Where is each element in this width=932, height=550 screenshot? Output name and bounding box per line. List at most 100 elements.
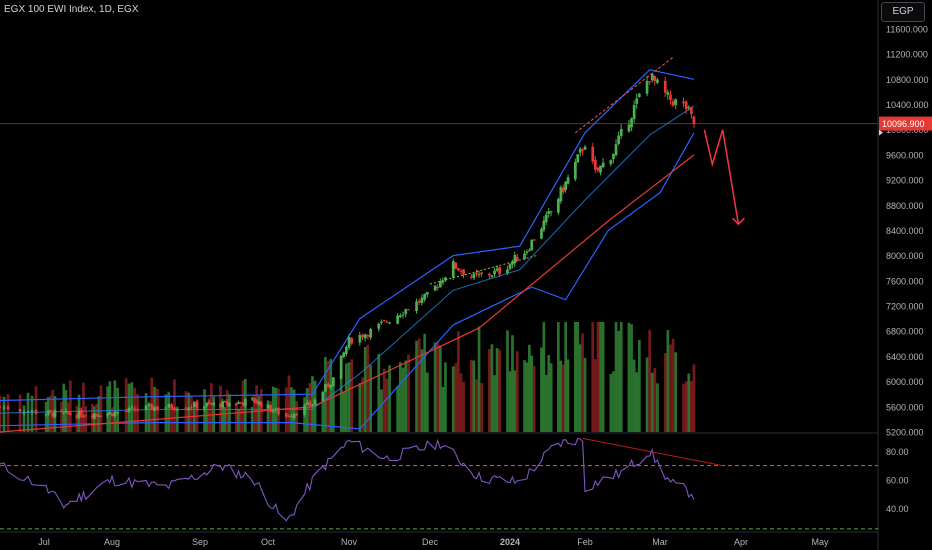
candle-body: [457, 268, 460, 271]
candle-body: [417, 300, 421, 303]
candle-body: [266, 404, 270, 409]
candle-body: [311, 404, 314, 406]
volume-bar: [75, 406, 79, 432]
candle-body: [564, 181, 567, 190]
candle-body: [656, 79, 659, 83]
candle-body: [439, 281, 442, 288]
candle-body: [313, 399, 317, 405]
price-tick-label: 9200.000: [886, 176, 924, 186]
time-tick-label: Feb: [577, 537, 593, 547]
candle-body: [663, 80, 667, 93]
candle-body: [82, 416, 85, 418]
volume-bar: [250, 407, 254, 432]
volume-bar: [601, 322, 605, 432]
volume-bar: [493, 375, 496, 432]
volume-bar: [69, 380, 72, 432]
volume-bar: [441, 387, 445, 432]
price-tick-label: 8800.000: [886, 201, 924, 211]
candle-body: [490, 275, 494, 277]
candle-body: [207, 401, 211, 404]
candle-body: [106, 413, 109, 416]
volume-bar: [488, 349, 491, 432]
last-price-label: 10096.900: [882, 119, 925, 129]
candle-body: [581, 150, 584, 152]
price-tick-label: 6000.000: [886, 377, 924, 387]
candle-body: [401, 314, 405, 316]
candle-body: [97, 415, 101, 417]
candle-body: [508, 264, 512, 269]
volume-bar: [540, 347, 543, 432]
volume-bar: [361, 377, 364, 432]
volume-bar: [324, 357, 327, 432]
time-tick-label: Apr: [734, 537, 748, 547]
candle-body: [295, 414, 299, 415]
volume-bar: [257, 396, 261, 432]
volume-bar: [385, 378, 389, 432]
volume-bar: [51, 389, 55, 432]
candle-body: [687, 107, 691, 109]
time-tick-label: May: [811, 537, 829, 547]
volume-bar: [454, 363, 458, 432]
candle-body: [493, 270, 496, 275]
ema-line: [0, 154, 695, 433]
candle-body: [269, 405, 272, 412]
candle-body: [599, 165, 602, 173]
volume-bar: [682, 383, 685, 432]
candle-body: [79, 410, 83, 417]
volume-bar: [113, 380, 117, 432]
candle-body: [441, 281, 445, 283]
volume-bar: [574, 322, 577, 432]
time-tick-label: 2024: [500, 537, 520, 547]
volume-bar: [508, 371, 512, 432]
candle-body: [674, 99, 677, 105]
candle-body: [358, 335, 362, 343]
volume-bar: [22, 405, 26, 432]
volume-bar: [382, 368, 386, 432]
candle-body: [156, 406, 159, 409]
candle-body: [444, 277, 447, 281]
volume-bar: [619, 322, 623, 432]
candle-body: [612, 153, 615, 160]
time-tick-label: Oct: [261, 537, 276, 547]
volume-bar: [617, 330, 620, 432]
volume-bar: [253, 395, 256, 432]
candle-body: [363, 334, 367, 339]
volume-bar: [108, 381, 112, 432]
candle-body: [566, 177, 570, 184]
volume-bar: [2, 396, 6, 432]
volume-bar: [339, 370, 343, 432]
candle-body: [47, 410, 50, 415]
volume-bar: [173, 379, 176, 432]
candle-body: [638, 93, 641, 97]
volume-bar: [559, 360, 563, 432]
volume-bar: [66, 402, 70, 432]
candle-body: [332, 377, 335, 387]
volume-bar: [684, 381, 688, 432]
price-tick-label: 8400.000: [886, 226, 924, 236]
candle-body: [506, 269, 509, 274]
candle-body: [113, 412, 117, 417]
candle-body: [596, 167, 600, 171]
volume-bar: [49, 395, 52, 432]
volume-bar: [223, 407, 227, 432]
candle-body: [205, 403, 209, 406]
candle-body: [250, 398, 254, 400]
candle-body: [274, 408, 278, 411]
candle-body: [244, 399, 247, 406]
candle-body: [347, 336, 351, 348]
candle-body: [583, 146, 587, 150]
volume-bar: [136, 394, 139, 432]
candle-body: [239, 402, 243, 404]
candle-body: [77, 410, 81, 418]
candle-body: [259, 402, 263, 408]
volume-bar: [363, 347, 367, 432]
volume-bar: [472, 360, 476, 432]
candle-body: [540, 229, 543, 239]
currency-button[interactable]: EGP: [881, 2, 925, 22]
candle-body: [69, 413, 72, 415]
candle-body: [385, 321, 389, 323]
volume-bar: [377, 353, 381, 432]
candle-body: [591, 146, 595, 162]
candle-body: [627, 124, 631, 132]
candle-body: [193, 402, 196, 407]
